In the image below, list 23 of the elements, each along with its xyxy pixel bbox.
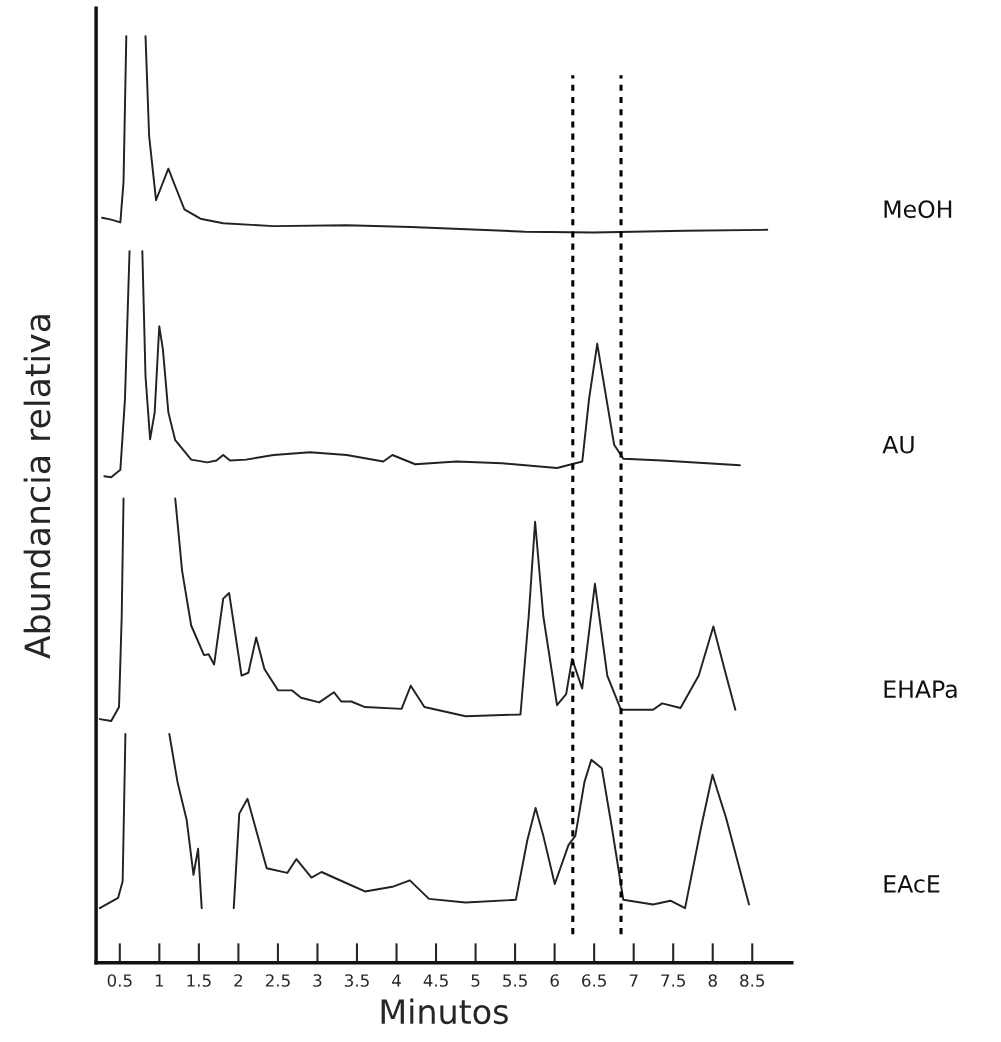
text: AU [882,435,914,454]
x-tick-label: 1 [155,974,164,987]
x-tick-label: 4 [392,974,401,987]
x-tick-label: 1.5 [187,974,211,987]
x-axis-title: Minutos [381,998,508,1025]
x-tick-label: 5 [471,974,480,987]
text: EAcE [884,875,940,893]
x-tick-label: 3 [313,974,322,987]
x-tick-label: 2 [234,974,243,987]
x-tick-label: 0.5 [107,974,132,987]
x-tick-label: 3.5 [345,974,369,987]
x-tick-label: 8 [708,974,717,987]
text: EHAPa [884,680,957,699]
x-tick-label: 8.5 [740,974,765,987]
x-tick-label: 7 [629,974,638,987]
x-tick-label: 6.5 [582,974,606,987]
text: MeOH [884,200,952,219]
x-tick-label: 7.5 [661,974,685,987]
x-tick-label: 4.5 [423,974,448,987]
x-tick-label: 2.5 [265,974,290,987]
x-tick-label: 5.5 [503,974,527,987]
x-tick-label: 6 [550,974,559,987]
y-axis-title: Abundancia relativa [23,315,51,659]
